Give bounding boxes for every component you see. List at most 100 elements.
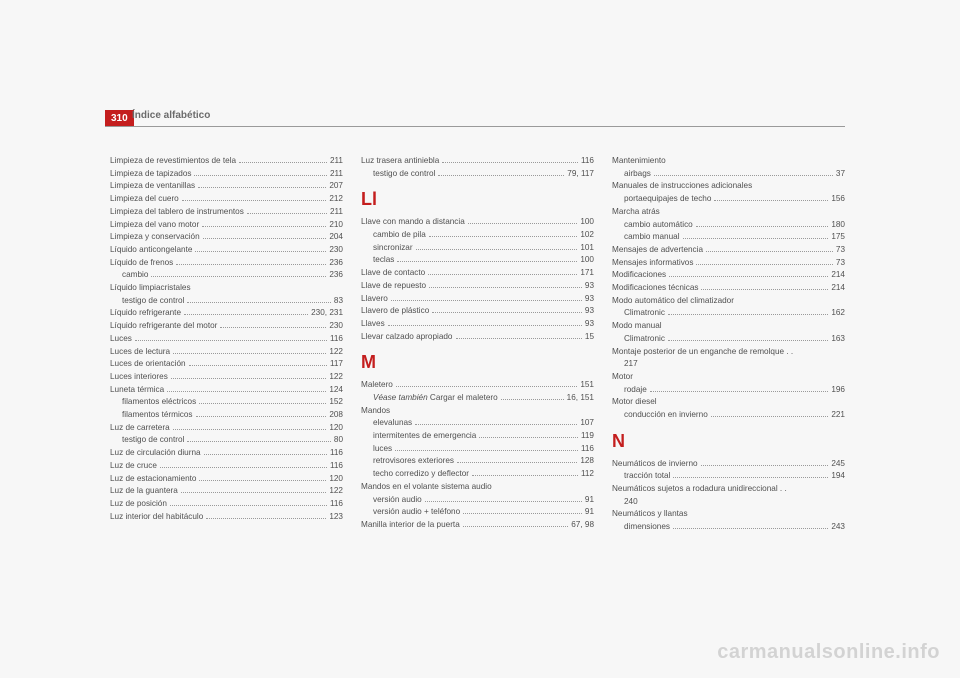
index-entry-label: Luces interiores — [110, 371, 168, 384]
index-entry-page: 91 — [585, 506, 594, 519]
index-entry: Llavero93 — [361, 293, 594, 306]
index-entry-page: 212 — [329, 193, 343, 206]
leader-dots — [194, 175, 326, 176]
index-entry-label: Climatronic — [624, 307, 665, 320]
leader-dots — [711, 416, 829, 417]
leader-dots — [173, 353, 326, 354]
index-entry: Neumáticos de invierno245 — [612, 458, 845, 471]
index-entry-page: 124 — [329, 384, 343, 397]
index-entry: Luz de posición116 — [110, 498, 343, 511]
index-entry-label: testigo de control — [122, 434, 184, 447]
index-entry: retrovisores exteriores128 — [361, 455, 594, 468]
index-entry-page: 151 — [580, 379, 594, 392]
leader-dots — [429, 287, 582, 288]
index-entry: cambio manual175 — [612, 231, 845, 244]
index-entry: Limpieza de tapizados211 — [110, 168, 343, 181]
index-entry-label: versión audio + teléfono — [373, 506, 460, 519]
index-entry-label: Líquido limpiacristales — [110, 282, 191, 295]
leader-dots — [438, 175, 564, 176]
index-entry-label: Llavero — [361, 293, 388, 306]
index-entry: versión audio + teléfono 91 — [361, 506, 594, 519]
leader-dots — [202, 226, 326, 227]
index-entry-label: Neumáticos y llantas — [612, 508, 688, 521]
index-entry-page: 107 — [580, 417, 594, 430]
index-entry: Neumáticos y llantas — [612, 508, 845, 521]
leader-dots — [668, 340, 828, 341]
leader-dots — [184, 314, 308, 315]
index-entry: Marcha atrás — [612, 206, 845, 219]
index-entry-page: 230 — [329, 320, 343, 333]
leader-dots — [428, 274, 577, 275]
leader-dots — [203, 238, 327, 239]
index-entry-page: 180 — [831, 219, 845, 232]
index-entry-label: Líquido anticongelante — [110, 244, 192, 257]
leader-dots — [167, 391, 326, 392]
index-entry: Mensajes de advertencia73 — [612, 244, 845, 257]
index-entry-label: Modo manual — [612, 320, 662, 333]
leader-dots — [479, 437, 578, 438]
index-entry-page: 91 — [585, 494, 594, 507]
index-entry-label: Luz de cruce — [110, 460, 157, 473]
index-entry-label: Llavero de plástico — [361, 305, 429, 318]
index-entry: Luz interior del habitáculo123 — [110, 511, 343, 524]
index-entry-label: elevalunas — [373, 417, 412, 430]
index-entry-page: 240 — [624, 496, 638, 509]
index-entry-label: Llave con mando a distancia — [361, 216, 465, 229]
leader-dots — [160, 467, 327, 468]
index-entry-label: Líquido refrigerante — [110, 307, 181, 320]
leader-dots — [463, 513, 582, 514]
leader-dots — [468, 223, 578, 224]
index-entry-page: 175 — [831, 231, 845, 244]
index-entry: Modo automático del climatizador — [612, 295, 845, 308]
watermark: carmanualsonline.info — [717, 641, 940, 664]
index-entry: Modificaciones técnicas214 — [612, 282, 845, 295]
leader-dots — [396, 386, 577, 387]
index-entry-label: Limpieza de tapizados — [110, 168, 191, 181]
index-entry-page: 120 — [329, 422, 343, 435]
index-entry: Líquido anticongelante 230 — [110, 244, 343, 257]
index-entry-page: 163 — [831, 333, 845, 346]
index-entry-page: 211 — [330, 206, 343, 219]
index-entry-page: 15 — [585, 331, 594, 344]
index-column: Limpieza de revestimientos de tela 211 Lim… — [110, 155, 343, 534]
index-entry-label: sincronizar — [373, 242, 413, 255]
leader-dots — [397, 261, 577, 262]
index-entry-label: Luces — [110, 333, 132, 346]
index-entry-page: 221 — [831, 409, 845, 422]
index-entry: Luces116 — [110, 333, 343, 346]
leader-dots — [239, 162, 327, 163]
leader-dots — [456, 338, 582, 339]
leader-dots — [696, 264, 832, 265]
index-entry-page: 83 — [334, 295, 343, 308]
index-entry-label: Luz de la guantera — [110, 485, 178, 498]
index-entry: Montaje posterior de un enganche de remo… — [612, 346, 845, 359]
leader-dots — [415, 424, 577, 425]
index-entry-page: 116 — [330, 447, 343, 460]
index-entry-page: 243 — [831, 521, 845, 534]
index-entry: dimensiones 243 — [612, 521, 845, 534]
index-entry: Limpieza y conservación204 — [110, 231, 343, 244]
index-entry-label: Limpieza de revestimientos de tela — [110, 155, 236, 168]
leader-dots — [425, 501, 582, 502]
index-entry-label: Maletero — [361, 379, 393, 392]
index-entry-label: dimensiones — [624, 521, 670, 534]
index-entry-page: 122 — [329, 346, 343, 359]
index-entry: rodaje196 — [612, 384, 845, 397]
index-entry: Climatronic162 — [612, 307, 845, 320]
index-entry-label: testigo de control — [373, 168, 435, 181]
index-entry-page: 67, 98 — [571, 519, 594, 532]
index-entry-label: Mandos — [361, 405, 390, 418]
index-entry-page: 230 — [329, 244, 343, 257]
index-entry-page: 171 — [580, 267, 594, 280]
index-entry-page: 116 — [581, 155, 594, 168]
leader-dots — [442, 162, 578, 163]
index-entry-page: 93 — [585, 318, 594, 331]
index-entry-label: cambio de pila — [373, 229, 426, 242]
index-entry-page: 73 — [836, 257, 845, 270]
leader-dots — [673, 528, 828, 529]
index-entry: Maletero 151 — [361, 379, 594, 392]
index-entry-label: techo corredizo y deflector — [373, 468, 469, 481]
index-entry: teclas100 — [361, 254, 594, 267]
index-entry-page: 217 — [624, 358, 638, 371]
index-entry: Luces de lectura122 — [110, 346, 343, 359]
